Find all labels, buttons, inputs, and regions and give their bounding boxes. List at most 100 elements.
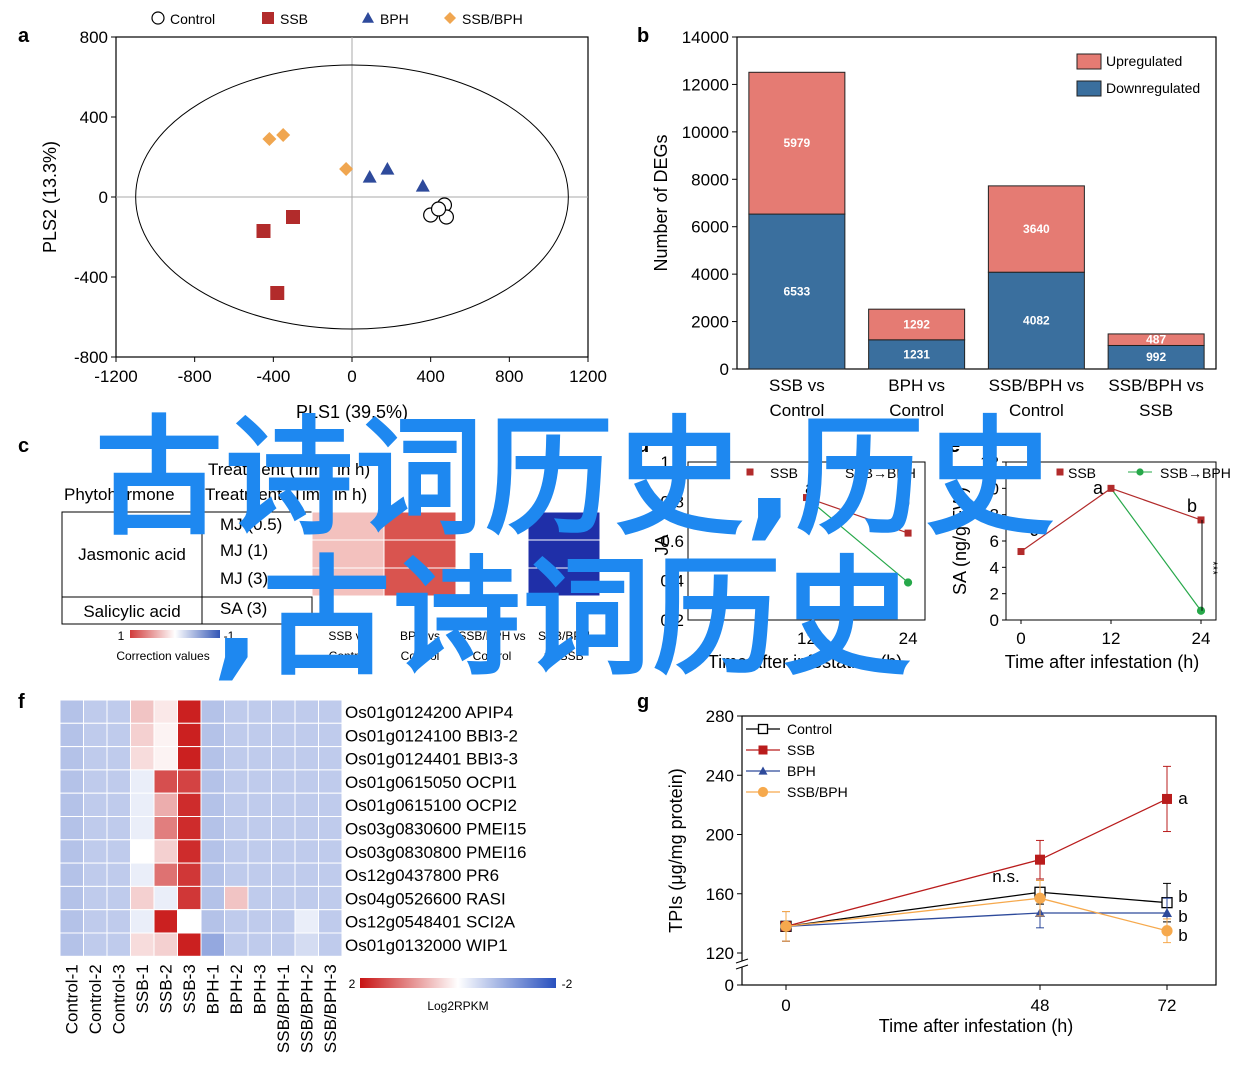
significance-letter: c <box>1030 520 1039 540</box>
heatmap-cell <box>177 722 202 748</box>
heatmap-cell <box>200 699 225 724</box>
y-tick-label: 8000 <box>691 170 729 189</box>
heatmap-cell <box>294 792 319 818</box>
heatmap-cell <box>59 699 84 724</box>
heatmap-cell <box>177 885 202 911</box>
heatmap-cell <box>318 816 343 841</box>
heatmap-cell <box>59 769 84 794</box>
y-tick-label: 12 <box>980 453 999 472</box>
plot-frame <box>741 715 1217 986</box>
y-tick-label: 0.2 <box>660 611 684 630</box>
legend-label: BPH <box>380 11 409 27</box>
bar-upregulated <box>987 185 1085 273</box>
heatmap-cell <box>271 839 296 864</box>
heatmap-cell <box>130 816 155 841</box>
heatmap-cell <box>130 885 155 911</box>
row-treatment-label: MJ (1) <box>220 541 268 560</box>
heatmap-cell <box>106 932 131 957</box>
heatmap-cell <box>177 932 202 957</box>
x-axis-label: PLS1 (39.5%) <box>296 402 408 422</box>
table-heat-cell <box>383 567 457 597</box>
panel-label-c: c <box>18 435 29 457</box>
heatmap-cell <box>59 839 84 864</box>
heatmap-column-label: Control-1 <box>63 964 82 1034</box>
legend-label: SSB→BPH <box>845 465 916 481</box>
data-point-ssb <box>1162 793 1172 804</box>
heatmap-cell <box>83 816 108 841</box>
heatmap-cell <box>318 792 343 818</box>
column-label-line2: vs SSB <box>544 649 583 663</box>
y-tick-label: 4000 <box>691 265 729 284</box>
heatmap-cell <box>83 885 108 911</box>
heatmap-cell <box>83 862 108 887</box>
table-header-treatment: Treatment (Time in h) <box>208 460 370 479</box>
line-control <box>785 891 1168 927</box>
panel-label-b: b <box>637 25 649 47</box>
row-treatment-label: SA (3) <box>220 599 267 618</box>
heatmap-cell <box>247 816 272 841</box>
legend-marker <box>151 11 165 25</box>
heatmap-cell <box>153 862 178 887</box>
data-point-ssb <box>1017 548 1025 556</box>
column-label-line2: Control <box>329 649 368 663</box>
significance-letter: b <box>1178 926 1187 945</box>
significance-letter: b <box>1178 887 1187 906</box>
x-tick-label: 12 <box>1102 629 1121 648</box>
heatmap-row-label: Os12g0548401 SCI2A <box>345 913 516 932</box>
heatmap-cell <box>247 932 272 957</box>
significance-letter: a <box>1093 478 1104 498</box>
heatmap-column-label: BPH-3 <box>251 964 270 1014</box>
heatmap-cell <box>200 792 225 818</box>
x-tick-label: 800 <box>495 367 523 386</box>
y-tick-label: 0.4 <box>660 572 684 591</box>
heatmap-cell <box>177 909 202 934</box>
y-tick-label: 200 <box>706 826 734 845</box>
heatmap-cell <box>130 722 155 748</box>
y-tick-label: 0 <box>725 976 734 995</box>
table-heat-cell <box>527 567 601 597</box>
x-axis-label: Time after infestation (h) <box>708 652 902 672</box>
bar-upregulated <box>748 71 846 215</box>
heatmap-cell <box>106 792 131 818</box>
x-tick-label: 72 <box>1158 996 1177 1015</box>
heatmap-cell <box>106 722 131 748</box>
heatmap-cell <box>294 909 319 934</box>
legend-label: Downregulated <box>1106 80 1200 96</box>
heatmap-cell <box>106 699 131 724</box>
data-point-ssb-bph <box>903 578 913 587</box>
heatmap-cell <box>271 769 296 794</box>
y-tick-label: 0.6 <box>660 532 684 551</box>
colorbar-min-label: -2 <box>562 977 573 991</box>
heatmap-cell <box>153 746 178 771</box>
x-tick-label: -1200 <box>94 367 137 386</box>
x-category-label-line2: Control <box>1009 401 1064 420</box>
heatmap-cell <box>224 769 249 794</box>
bar-upregulated <box>868 308 966 341</box>
legend-label: SSB <box>770 465 798 481</box>
heatmap-cell <box>200 839 225 864</box>
heatmap-cell <box>130 746 155 771</box>
colorbar-title: Log2RPKM <box>427 999 488 1013</box>
significance-letter: b <box>1178 907 1187 926</box>
x-tick-label: 0 <box>781 996 790 1015</box>
data-point-bph <box>1162 908 1172 918</box>
heatmap-cell <box>59 746 84 771</box>
y-tick-label: 2000 <box>691 313 729 332</box>
heatmap-cell <box>271 746 296 771</box>
data-point-ssb-bph <box>1196 606 1206 615</box>
heatmap-cell <box>153 722 178 748</box>
column-label-line1: SSB vs <box>328 629 367 643</box>
y-axis-label: SA (ng/g FW) <box>950 487 970 595</box>
heatmap-cell <box>200 909 225 934</box>
heatmap-row-label: Os01g0615100 OCPI2 <box>345 796 517 815</box>
heatmap-cell <box>153 909 178 934</box>
heatmap-row-label: Os01g0124401 BBI3-3 <box>345 750 518 769</box>
heatmap-cell <box>200 862 225 887</box>
data-point-ssb <box>286 210 300 224</box>
y-tick-label: 0 <box>990 611 999 630</box>
heatmap-column-label: Control-3 <box>110 964 129 1034</box>
panel-label-a: a <box>18 25 30 47</box>
x-tick-label: 400 <box>416 367 444 386</box>
table-header-time: Treatment (Time in h) <box>205 485 367 504</box>
